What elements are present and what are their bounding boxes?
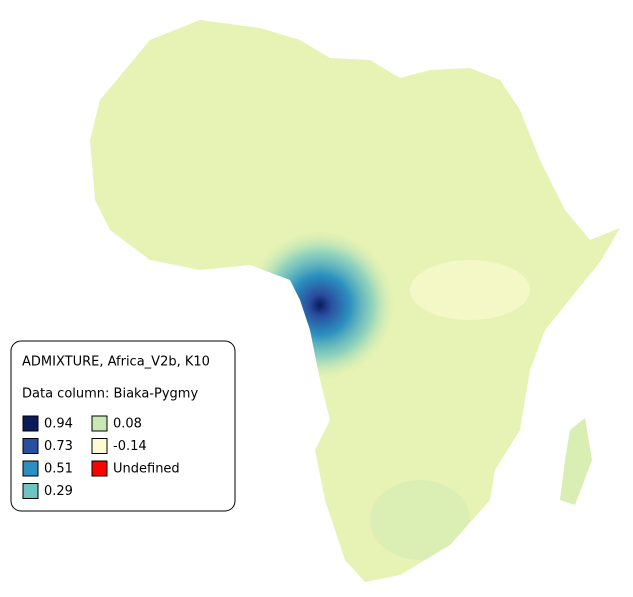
legend-items: 0.94 0.73 0.51 0.29 0.08 -0.14 Undefined <box>22 415 180 499</box>
madagascar <box>560 418 592 505</box>
legend-data-column: Data column: Biaka-Pygmy <box>22 387 198 402</box>
legend: ADMIXTURE, Africa_V2b, K10 Data column: … <box>10 340 236 512</box>
legend-label: -0.14 <box>113 439 147 454</box>
legend-swatch <box>91 438 108 454</box>
legend-swatch <box>91 460 108 477</box>
legend-label: 0.51 <box>44 462 73 477</box>
legend-swatch <box>22 438 39 454</box>
legend-swatch <box>91 415 108 432</box>
legend-swatch <box>22 460 39 477</box>
legend-label: 0.73 <box>44 439 73 454</box>
legend-label: 0.29 <box>44 484 73 499</box>
legend-swatch <box>22 415 39 432</box>
legend-label: 0.94 <box>44 417 73 432</box>
legend-title: ADMIXTURE, Africa_V2b, K10 <box>22 355 210 370</box>
legend-box <box>10 340 236 512</box>
legend-swatch <box>22 483 39 499</box>
legend-label: Undefined <box>113 462 180 477</box>
legend-label: 0.08 <box>113 417 142 432</box>
